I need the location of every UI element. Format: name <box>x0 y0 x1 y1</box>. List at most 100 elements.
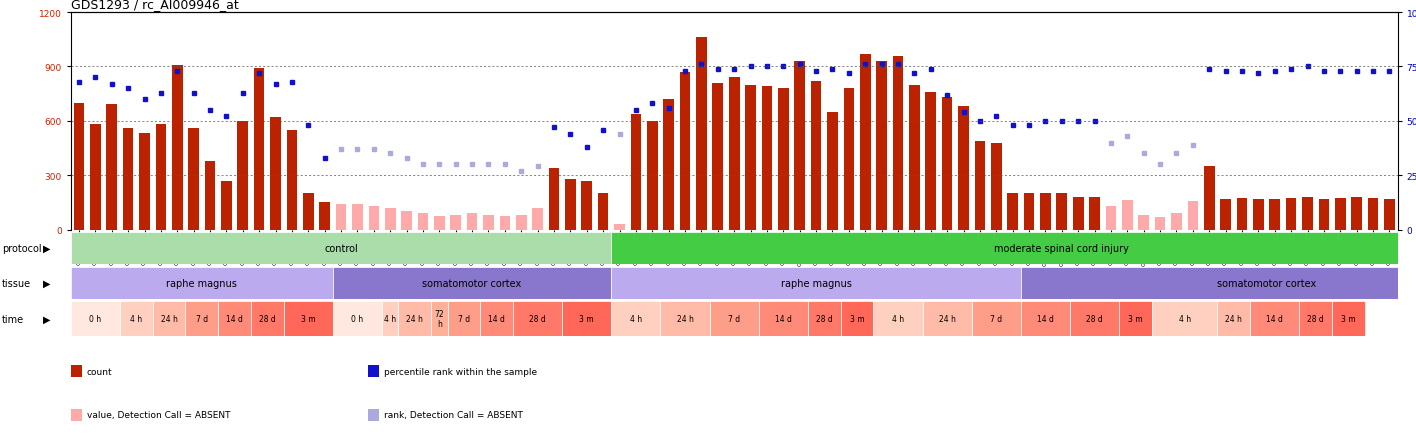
Bar <box>1303 197 1313 230</box>
Text: 4 h: 4 h <box>630 315 641 323</box>
Bar <box>860 55 871 230</box>
Text: 24 h: 24 h <box>406 315 423 323</box>
Bar <box>467 214 477 230</box>
Text: 14 d: 14 d <box>775 315 792 323</box>
Bar <box>74 103 85 230</box>
Text: 0 h: 0 h <box>89 315 102 323</box>
Bar <box>1151 302 1218 336</box>
Bar <box>253 69 265 230</box>
Bar <box>353 205 362 230</box>
Bar <box>1073 197 1083 230</box>
Bar <box>926 92 936 230</box>
Bar <box>630 114 641 230</box>
Bar <box>188 129 200 230</box>
Bar <box>974 141 986 230</box>
Bar <box>139 134 150 230</box>
Text: 7 d: 7 d <box>990 315 1003 323</box>
Bar <box>712 83 724 230</box>
Text: control: control <box>324 243 358 253</box>
Text: 14 d: 14 d <box>489 315 506 323</box>
Text: 7 d: 7 d <box>728 315 741 323</box>
Bar <box>435 217 445 230</box>
Text: rank, Detection Call = ABSENT: rank, Detection Call = ABSENT <box>384 411 523 419</box>
Bar <box>923 302 971 336</box>
Text: 24 h: 24 h <box>160 315 177 323</box>
Bar <box>971 302 1021 336</box>
Text: 0 h: 0 h <box>351 315 364 323</box>
Bar <box>991 143 1001 230</box>
Bar <box>303 194 313 230</box>
Bar <box>1218 302 1250 336</box>
Text: 4 h: 4 h <box>892 315 903 323</box>
Text: somatomotor cortex: somatomotor cortex <box>422 278 521 288</box>
Bar <box>709 302 759 336</box>
Text: ▶: ▶ <box>42 243 50 253</box>
Text: moderate spinal cord injury: moderate spinal cord injury <box>994 243 1129 253</box>
Bar <box>283 302 333 336</box>
Bar <box>1253 199 1263 230</box>
Text: 28 d: 28 d <box>259 315 276 323</box>
Bar <box>794 62 806 230</box>
Bar <box>382 302 398 336</box>
Bar <box>874 302 923 336</box>
Bar <box>1221 199 1231 230</box>
Bar <box>123 129 133 230</box>
Bar <box>205 161 215 230</box>
Text: 3 m: 3 m <box>302 315 316 323</box>
Text: 72
h: 72 h <box>435 309 445 329</box>
Bar <box>647 122 657 230</box>
Bar <box>1332 302 1365 336</box>
Bar <box>1188 201 1198 230</box>
Bar <box>1300 302 1332 336</box>
Bar <box>333 302 382 336</box>
Text: percentile rank within the sample: percentile rank within the sample <box>384 367 537 376</box>
Bar <box>1021 267 1416 299</box>
Text: raphe magnus: raphe magnus <box>167 278 238 288</box>
Bar <box>909 85 920 230</box>
Text: GDS1293 / rc_AI009946_at: GDS1293 / rc_AI009946_at <box>71 0 238 11</box>
Bar <box>447 302 480 336</box>
Bar <box>1138 216 1148 230</box>
Bar <box>91 125 101 230</box>
Text: value, Detection Call = ABSENT: value, Detection Call = ABSENT <box>86 411 231 419</box>
Bar <box>1171 214 1182 230</box>
Bar <box>483 216 494 230</box>
Bar <box>270 118 280 230</box>
Bar <box>1383 199 1395 230</box>
Bar <box>336 205 347 230</box>
Bar <box>1007 194 1018 230</box>
Text: 3 m: 3 m <box>1341 315 1355 323</box>
Bar <box>71 302 120 336</box>
Bar <box>120 302 153 336</box>
Bar <box>762 87 772 230</box>
Bar <box>663 100 674 230</box>
Bar <box>532 208 542 230</box>
Bar <box>1024 194 1034 230</box>
Bar <box>745 85 756 230</box>
Bar <box>959 107 969 230</box>
Bar <box>811 82 821 230</box>
Bar <box>106 105 118 230</box>
Bar <box>1351 197 1362 230</box>
Text: 7 d: 7 d <box>457 315 470 323</box>
Bar <box>612 267 1021 299</box>
Bar <box>500 217 510 230</box>
Text: 28 d: 28 d <box>1307 315 1324 323</box>
Bar <box>844 89 854 230</box>
Bar <box>1056 194 1068 230</box>
Bar <box>1318 199 1330 230</box>
Text: 3 m: 3 m <box>579 315 595 323</box>
Bar <box>430 302 447 336</box>
Bar <box>286 131 297 230</box>
Bar <box>218 302 251 336</box>
Bar <box>333 267 612 299</box>
Bar <box>615 225 624 230</box>
Text: 24 h: 24 h <box>939 315 956 323</box>
Bar <box>1021 302 1070 336</box>
Bar <box>582 181 592 230</box>
Bar <box>1119 302 1151 336</box>
Bar <box>1089 197 1100 230</box>
Text: somatomotor cortex: somatomotor cortex <box>1216 278 1317 288</box>
Text: 4 h: 4 h <box>1178 315 1191 323</box>
Bar <box>1070 302 1119 336</box>
